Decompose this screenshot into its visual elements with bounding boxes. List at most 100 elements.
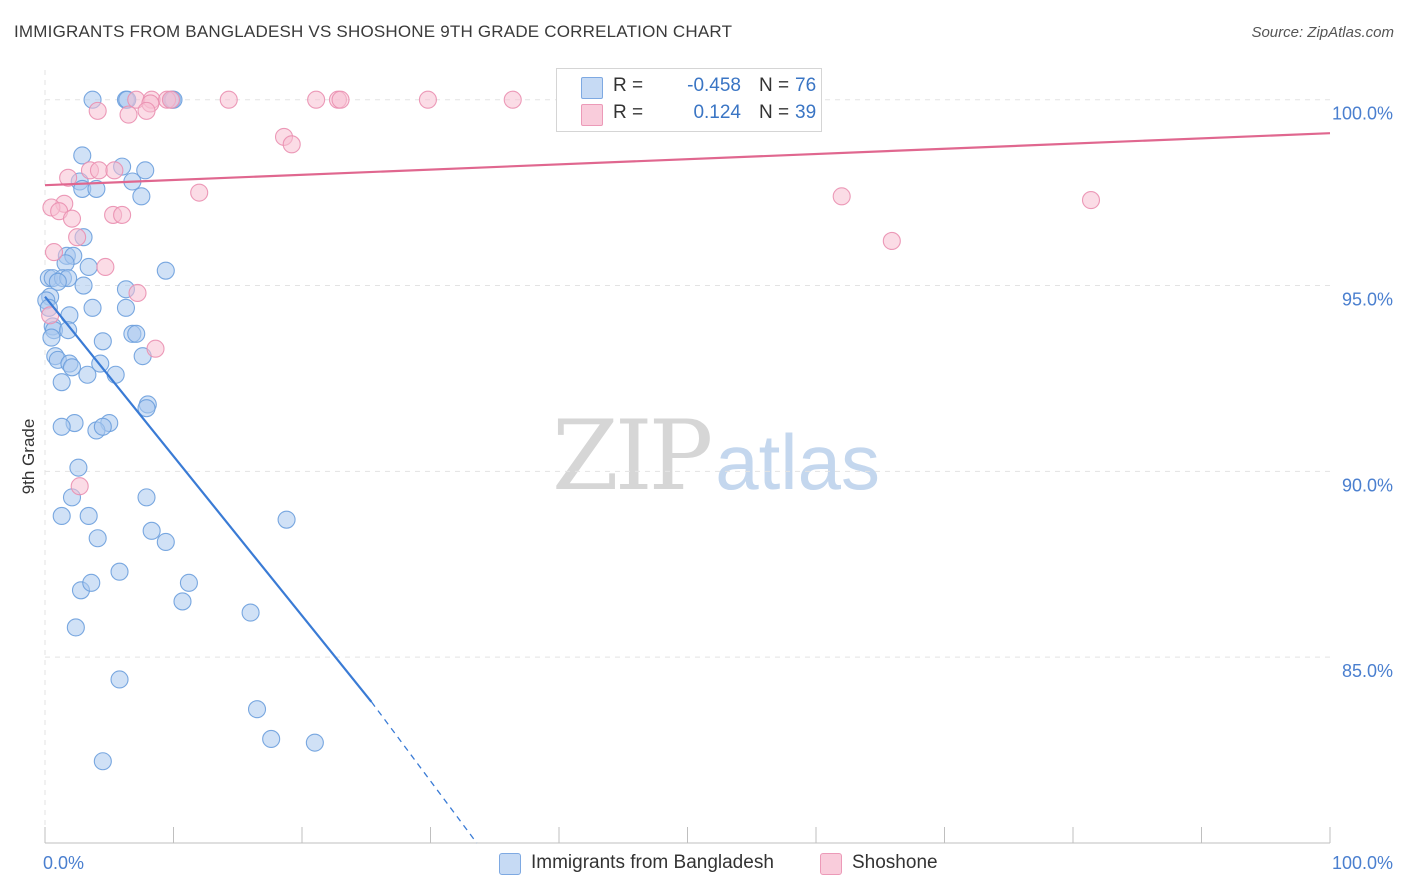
shoshone-trendline <box>44 132 1331 187</box>
shoshone-point <box>44 243 64 262</box>
shoshone-point <box>70 477 89 496</box>
legend-swatch-pink <box>581 104 603 126</box>
shoshone-point <box>190 183 209 202</box>
bangladesh-point <box>48 272 67 291</box>
legend-n-label: N = <box>759 75 790 96</box>
shoshone-point <box>1081 191 1101 210</box>
bangladesh-trendline-extension <box>370 701 478 844</box>
bangladesh-point <box>305 733 324 752</box>
shoshone-point <box>62 209 82 228</box>
bangladesh-point <box>179 573 198 592</box>
shoshone-point <box>89 161 109 180</box>
bangladesh-point <box>52 417 71 436</box>
shoshone-point <box>418 90 437 109</box>
y-tick-label: 95.0% <box>1342 290 1393 310</box>
bangladesh-point <box>66 618 85 637</box>
watermark-zip: ZIP <box>552 400 713 512</box>
shoshone-point <box>96 257 115 277</box>
bangladesh-point <box>262 729 281 748</box>
watermark-atlas: atlas <box>715 418 880 506</box>
bangladesh-point <box>106 365 125 384</box>
shoshone-point <box>146 339 165 358</box>
y-tick-label: 85.0% <box>1342 661 1393 681</box>
legend-n-label: N = <box>759 102 790 123</box>
bangladesh-point <box>93 417 112 436</box>
source-credit: Source: ZipAtlas.com <box>1251 24 1394 41</box>
bangladesh-point <box>142 521 161 540</box>
chart-title: IMMIGRANTS FROM BANGLADESH VS SHOSHONE 9… <box>14 22 733 41</box>
shoshone-point <box>161 90 180 109</box>
x-tick-label-min: 0.0% <box>43 853 84 873</box>
shoshone-point <box>119 105 138 124</box>
bangladesh-point <box>173 592 192 611</box>
bangladesh-point <box>52 373 71 392</box>
legend-r-label: R = <box>613 102 644 123</box>
bangladesh-point <box>73 146 92 165</box>
grid-lines <box>44 70 1330 843</box>
shoshone-point <box>68 228 87 247</box>
shoshone-point <box>307 90 326 109</box>
bangladesh-point <box>127 324 146 343</box>
shoshone-point <box>59 168 78 187</box>
legend-r-value: -0.458 <box>687 75 741 96</box>
bottom-legend-swatch-blue <box>499 853 521 875</box>
bangladesh-point <box>62 358 82 377</box>
bangladesh-point <box>79 257 98 277</box>
bangladesh-point <box>137 488 156 507</box>
bangladesh-point <box>136 161 155 180</box>
bangladesh-point <box>116 298 136 317</box>
bangladesh-point <box>277 510 296 529</box>
bottom-legend-swatch-pink <box>820 853 842 875</box>
bangladesh-point <box>110 562 129 581</box>
legend-r-label: R = <box>613 75 644 96</box>
bangladesh-point <box>69 458 88 477</box>
bangladesh-point <box>156 261 175 280</box>
bangladesh-point <box>83 298 102 317</box>
shoshone-point <box>219 90 238 109</box>
legend-n-value: 76 <box>795 75 817 96</box>
correlation-legend: R = -0.458 N = 76 R = 0.124 N = 39 <box>556 68 822 132</box>
legend-r-value: 0.124 <box>693 102 741 123</box>
trendlines <box>44 132 1331 844</box>
bottom-legend-label: Immigrants from Bangladesh <box>531 852 774 873</box>
bangladesh-point <box>74 276 93 295</box>
x-axis-ticks <box>44 827 1331 843</box>
zipatlas-watermark: ZIPatlas <box>552 400 880 512</box>
x-tick-label-max: 100.0% <box>1332 853 1393 873</box>
shoshone-point <box>113 205 132 224</box>
bangladesh-point <box>82 573 101 592</box>
y-axis-label: 9th Grade <box>19 419 38 495</box>
shoshone-point <box>882 231 901 251</box>
legend-n-value: 39 <box>795 102 817 123</box>
shoshone-point <box>282 135 301 154</box>
shoshone-point <box>503 90 522 109</box>
bangladesh-point <box>110 670 129 689</box>
bangladesh-point <box>93 332 112 351</box>
bangladesh-point <box>156 532 175 552</box>
data-points <box>37 90 1101 771</box>
shoshone-point <box>137 101 156 120</box>
bangladesh-point <box>79 506 98 526</box>
bangladesh-point <box>42 328 61 347</box>
legend-swatch-blue <box>581 77 603 99</box>
bangladesh-point <box>247 700 267 719</box>
bangladesh-point <box>93 752 112 771</box>
bangladesh-point <box>87 179 106 198</box>
bangladesh-point <box>137 399 156 418</box>
shoshone-point <box>105 161 124 180</box>
bottom-legend-label: Shoshone <box>852 852 938 873</box>
shoshone-point <box>128 283 147 303</box>
y-tick-label: 90.0% <box>1342 475 1393 495</box>
y-tick-label: 100.0% <box>1332 104 1393 124</box>
bangladesh-point <box>78 365 97 384</box>
shoshone-point <box>331 90 350 109</box>
bangladesh-point <box>241 603 260 622</box>
shoshone-point <box>88 101 107 120</box>
bangladesh-point <box>88 529 107 548</box>
bangladesh-point <box>132 187 151 206</box>
bangladesh-point <box>52 506 71 526</box>
y-axis-tick-labels: 85.0% 90.0% 95.0% 100.0% <box>1332 104 1393 681</box>
shoshone-point <box>832 187 851 206</box>
bangladesh-point <box>59 321 78 340</box>
